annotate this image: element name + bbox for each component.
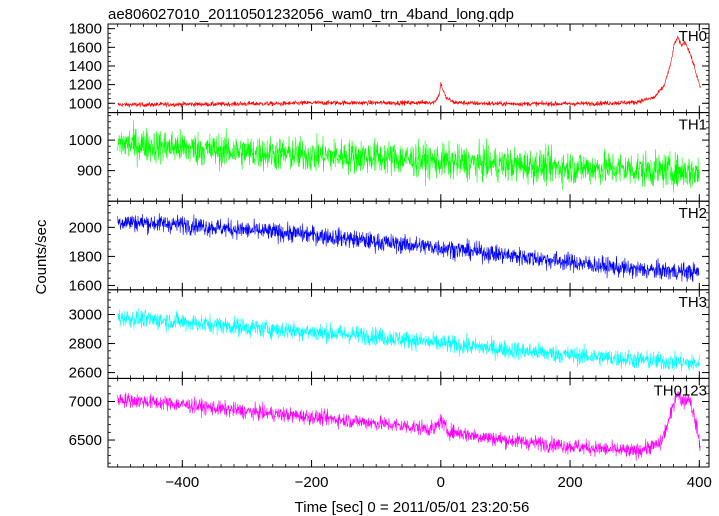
y-tick-label: 1800	[69, 21, 102, 38]
panel-frame-th1	[107, 112, 710, 202]
y-tick-label: 1800	[69, 248, 102, 265]
y-tick-label: 1400	[69, 58, 102, 75]
y-tick-label: 2600	[69, 365, 102, 382]
y-tick-label: 1000	[69, 132, 102, 149]
x-tick-label: −200	[295, 474, 329, 491]
y-tick-label: 3000	[69, 306, 102, 323]
panel-label-th0: TH0	[679, 28, 707, 45]
y-axis-label: Counts/sec	[33, 219, 50, 295]
series-line-th2	[117, 213, 700, 283]
y-tick-label: 6500	[69, 432, 102, 449]
series-line-th1	[117, 120, 700, 193]
x-tick-label: 200	[558, 474, 583, 491]
panel-frame-th0123	[107, 377, 710, 468]
x-axis-label: Time [sec] 0 = 2011/05/01 23:20:56	[295, 499, 530, 516]
y-tick-label: 1600	[69, 277, 102, 294]
x-tick-label: 400	[687, 474, 712, 491]
y-tick-label: 1000	[69, 95, 102, 112]
x-tick-label: −400	[165, 474, 199, 491]
series-line-th3	[117, 307, 700, 372]
panel-label-th1: TH1	[679, 117, 707, 134]
y-tick-label: 900	[77, 163, 102, 180]
y-tick-label: 7000	[69, 394, 102, 411]
series-line-th0	[117, 35, 701, 108]
panel-label-th3: TH3	[679, 294, 707, 311]
y-tick-label: 2800	[69, 336, 102, 353]
panel-label-th2: TH2	[679, 205, 707, 222]
y-tick-label: 2000	[69, 219, 102, 236]
chart-title: ae806027010_20110501232056_wam0_trn_4ban…	[108, 6, 514, 23]
y-tick-label: 1600	[69, 39, 102, 56]
panel-label-th0123: TH0123	[654, 382, 707, 399]
series-line-th0123	[117, 390, 701, 461]
x-tick-label: 0	[437, 474, 445, 491]
y-tick-label: 1200	[69, 77, 102, 94]
panel-frame-th0	[107, 23, 710, 114]
